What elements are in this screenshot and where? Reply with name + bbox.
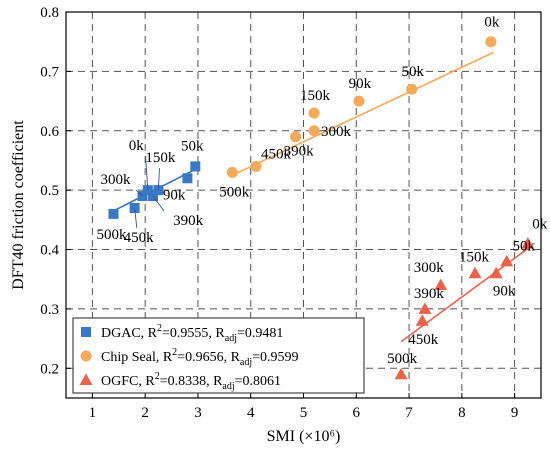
label-leader xyxy=(145,156,149,191)
legend-marker xyxy=(79,373,93,385)
data-point xyxy=(290,131,302,143)
data-point xyxy=(500,254,514,267)
data-point xyxy=(485,36,497,48)
data-point xyxy=(308,125,320,137)
point-label: 50k xyxy=(512,238,535,254)
x-tick-label: 9 xyxy=(511,405,519,421)
y-tick-label: 0.3 xyxy=(40,302,59,318)
data-point xyxy=(468,266,482,279)
data-point xyxy=(418,302,432,314)
point-label: 390k xyxy=(414,286,445,302)
x-tick-label: 2 xyxy=(141,405,149,421)
tick-layer: 1 2 3 4 5 6 7 8 9 0.2 0.3 0.4 0.5 0.6 0.7 0.8 xyxy=(40,5,518,421)
point-label: 450k xyxy=(261,146,292,162)
point-label: 90k xyxy=(349,76,372,92)
point-label: 90k xyxy=(493,283,516,299)
x-tick-label: 8 xyxy=(458,405,466,421)
point-label: 150k xyxy=(300,88,331,104)
point-label: 0k xyxy=(129,138,145,154)
x-tick-label: 4 xyxy=(247,405,255,421)
data-point xyxy=(308,107,320,119)
legend: DGAC, R2=0.9555, Radj=0.9481 Chip Seal, R… xyxy=(72,317,365,394)
legend-entry: Chip Seal, R2=0.9656, Radj=0.9599 xyxy=(101,347,299,368)
point-label: 0k xyxy=(484,15,500,31)
trendline xyxy=(231,51,494,177)
legend-box xyxy=(72,317,365,394)
data-point xyxy=(108,208,119,219)
data-point xyxy=(182,173,193,184)
grid-layer xyxy=(66,11,541,398)
data-point xyxy=(250,160,262,172)
data-point xyxy=(406,83,418,95)
label-leader xyxy=(157,168,160,191)
point-label: 450k xyxy=(124,230,155,246)
label-leader xyxy=(134,207,138,229)
legend-entry: OGFC, R2=0.8338, Radj=0.8061 xyxy=(101,371,281,392)
point-label: 300k xyxy=(321,124,352,140)
data-point xyxy=(394,367,408,380)
y-tick-label: 0.4 xyxy=(40,243,59,259)
point-label: 500k xyxy=(97,227,128,243)
point-label: 390k xyxy=(284,144,315,160)
y-tick-label: 0.8 xyxy=(40,5,59,21)
point-label: 450k xyxy=(408,332,439,348)
x-tick-label: 3 xyxy=(194,405,202,421)
legend-marker xyxy=(81,327,91,337)
y-tick-label: 0.7 xyxy=(40,64,59,80)
x-tick-label: 6 xyxy=(353,405,361,421)
x-axis-title: SMI (×10⁶) xyxy=(267,428,341,445)
data-point xyxy=(489,266,503,279)
data-point xyxy=(521,237,535,249)
data-point xyxy=(434,278,448,291)
point-label: 390k xyxy=(173,213,204,229)
x-tick-label: 1 xyxy=(89,405,97,421)
data-point xyxy=(226,166,238,178)
y-tick-label: 0.5 xyxy=(40,183,59,199)
data-point xyxy=(353,95,365,107)
label-leader xyxy=(135,189,143,197)
point-label-layer: 0k 50k90k150k300k390k450k500k0k50k90k150k… xyxy=(97,15,548,368)
data-point xyxy=(190,161,201,172)
point-label: 500k xyxy=(387,351,418,367)
y-axis-title: DFT40 friction coefficient xyxy=(10,120,27,290)
point-label: 300k xyxy=(101,172,132,188)
point-label: 50k xyxy=(181,138,204,154)
point-label: 300k xyxy=(414,260,445,276)
data-point xyxy=(415,314,429,326)
legend-marker xyxy=(80,350,92,362)
legend-entry: DGAC, R2=0.9555, Radj=0.9481 xyxy=(101,323,283,344)
point-label: 50k xyxy=(401,64,424,80)
y-tick-label: 0.2 xyxy=(40,361,59,377)
x-tick-label: 7 xyxy=(405,405,413,421)
point-label: 90k xyxy=(163,187,186,203)
y-tick-label: 0.6 xyxy=(40,124,59,140)
point-label: 150k xyxy=(459,249,490,265)
point-label: 0k xyxy=(532,217,548,233)
x-tick-label: 5 xyxy=(300,405,308,421)
label-leader xyxy=(152,195,165,212)
point-label: 150k xyxy=(145,150,176,166)
point-label: 500k xyxy=(219,184,250,200)
